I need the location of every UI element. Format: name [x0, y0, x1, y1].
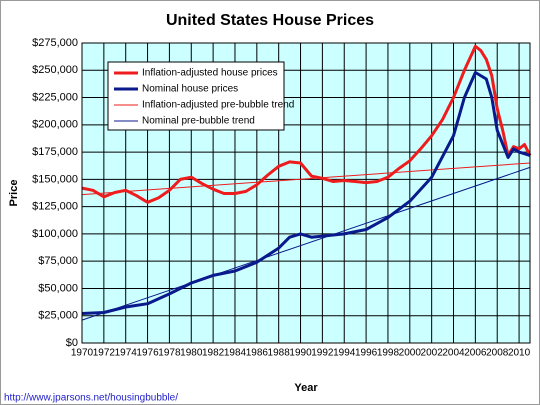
- x-tick-label: 1974: [115, 348, 138, 359]
- x-tick-label: 2010: [508, 348, 531, 359]
- y-tick-label: $75,000: [38, 255, 78, 267]
- y-tick-label: $275,000: [32, 37, 78, 49]
- series-line: [81, 44, 532, 204]
- series-line: [81, 71, 531, 315]
- x-tick-label: 1986: [246, 348, 269, 359]
- plot-border: [81, 42, 531, 344]
- y-tick-label: $250,000: [32, 64, 78, 76]
- x-tick-label: 2006: [464, 348, 487, 359]
- legend-label: Inflation-adjusted house prices: [142, 68, 278, 79]
- x-tick-label: 1972: [93, 348, 116, 359]
- x-tick-label: 1996: [355, 348, 378, 359]
- x-tick-label: 2002: [421, 348, 444, 359]
- series-line: [81, 162, 531, 196]
- y-tick-label: $150,000: [32, 173, 78, 185]
- y-tick-label: $0: [66, 337, 78, 349]
- y-tick-label: $50,000: [38, 282, 78, 294]
- y-tick-label: $225,000: [32, 91, 78, 103]
- y-tick-label: $25,000: [38, 310, 78, 322]
- x-tick-label: 1982: [202, 348, 225, 359]
- x-tick-label: 2004: [442, 348, 465, 359]
- y-axis-label: Price: [8, 180, 20, 207]
- series-line: [81, 166, 531, 321]
- x-tick-label: 1980: [180, 348, 203, 359]
- chart-title: United States House Prices: [166, 12, 374, 29]
- y-tick-label: $200,000: [32, 119, 78, 131]
- y-tick-label: $125,000: [32, 201, 78, 213]
- x-tick-label: 1970: [71, 348, 94, 359]
- x-tick-label: 2008: [486, 348, 509, 359]
- legend-label: Nominal house prices: [142, 84, 238, 95]
- x-tick-label: 1994: [333, 348, 356, 359]
- x-tick-label: 1990: [289, 348, 312, 359]
- legend-label: Inflation-adjusted pre-bubble trend: [142, 100, 294, 111]
- x-tick-label: 1984: [224, 348, 247, 359]
- x-tick-label: 1988: [268, 348, 291, 359]
- y-tick-label: $175,000: [32, 146, 78, 158]
- x-tick-label: 1978: [158, 348, 181, 359]
- x-tick-label: 2000: [399, 348, 422, 359]
- source-url: http://www.jparsons.net/housingbubble/: [4, 393, 178, 404]
- x-tick-label: 1976: [136, 348, 159, 359]
- x-tick-label: 1992: [311, 348, 334, 359]
- x-tick-label: 1998: [377, 348, 400, 359]
- y-tick-label: $100,000: [32, 228, 78, 240]
- x-axis-label: Year: [294, 382, 318, 394]
- legend-label: Nominal pre-bubble trend: [142, 116, 255, 127]
